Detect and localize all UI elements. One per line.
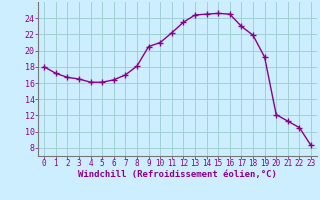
X-axis label: Windchill (Refroidissement éolien,°C): Windchill (Refroidissement éolien,°C) — [78, 170, 277, 179]
